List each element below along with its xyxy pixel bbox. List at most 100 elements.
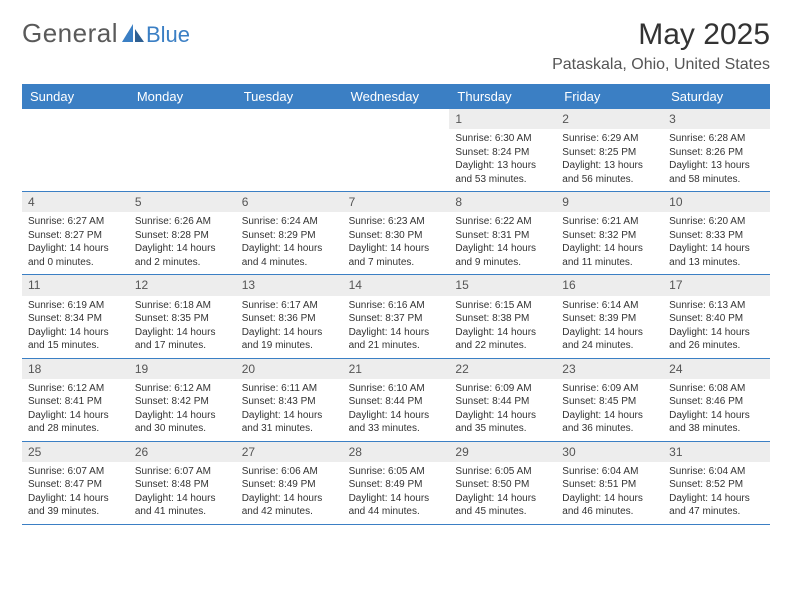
- day-number: 6: [236, 192, 343, 212]
- day-body: Sunrise: 6:23 AMSunset: 8:30 PMDaylight:…: [343, 212, 450, 274]
- sunset-text: Sunset: 8:51 PM: [562, 478, 657, 492]
- month-title: May 2025: [552, 18, 770, 52]
- sunset-text: Sunset: 8:47 PM: [28, 478, 123, 492]
- day-cell: 24Sunrise: 6:08 AMSunset: 8:46 PMDayligh…: [663, 359, 770, 441]
- sunset-text: Sunset: 8:42 PM: [135, 395, 230, 409]
- day-cell: 21Sunrise: 6:10 AMSunset: 8:44 PMDayligh…: [343, 359, 450, 441]
- day-number: 31: [663, 442, 770, 462]
- day-body: Sunrise: 6:13 AMSunset: 8:40 PMDaylight:…: [663, 296, 770, 358]
- daylight-text: Daylight: 13 hours and 58 minutes.: [669, 159, 764, 186]
- sunrise-text: Sunrise: 6:16 AM: [349, 299, 444, 313]
- day-cell: 3Sunrise: 6:28 AMSunset: 8:26 PMDaylight…: [663, 109, 770, 191]
- day-cell: 12Sunrise: 6:18 AMSunset: 8:35 PMDayligh…: [129, 275, 236, 357]
- day-cell: [343, 109, 450, 191]
- sunset-text: Sunset: 8:25 PM: [562, 146, 657, 160]
- day-cell: 14Sunrise: 6:16 AMSunset: 8:37 PMDayligh…: [343, 275, 450, 357]
- day-body: Sunrise: 6:08 AMSunset: 8:46 PMDaylight:…: [663, 379, 770, 441]
- daylight-text: Daylight: 14 hours and 28 minutes.: [28, 409, 123, 436]
- day-cell: 4Sunrise: 6:27 AMSunset: 8:27 PMDaylight…: [22, 192, 129, 274]
- sunrise-text: Sunrise: 6:09 AM: [455, 382, 550, 396]
- day-header: Monday: [129, 84, 236, 109]
- sunrise-text: Sunrise: 6:10 AM: [349, 382, 444, 396]
- daylight-text: Daylight: 14 hours and 0 minutes.: [28, 242, 123, 269]
- day-number: 21: [343, 359, 450, 379]
- day-cell: 20Sunrise: 6:11 AMSunset: 8:43 PMDayligh…: [236, 359, 343, 441]
- week-row: 25Sunrise: 6:07 AMSunset: 8:47 PMDayligh…: [22, 442, 770, 525]
- sunrise-text: Sunrise: 6:17 AM: [242, 299, 337, 313]
- daylight-text: Daylight: 14 hours and 11 minutes.: [562, 242, 657, 269]
- day-cell: 26Sunrise: 6:07 AMSunset: 8:48 PMDayligh…: [129, 442, 236, 524]
- sunset-text: Sunset: 8:36 PM: [242, 312, 337, 326]
- day-cell: 1Sunrise: 6:30 AMSunset: 8:24 PMDaylight…: [449, 109, 556, 191]
- day-cell: 5Sunrise: 6:26 AMSunset: 8:28 PMDaylight…: [129, 192, 236, 274]
- day-number: 14: [343, 275, 450, 295]
- day-cell: [22, 109, 129, 191]
- day-cell: 13Sunrise: 6:17 AMSunset: 8:36 PMDayligh…: [236, 275, 343, 357]
- day-cell: 11Sunrise: 6:19 AMSunset: 8:34 PMDayligh…: [22, 275, 129, 357]
- day-number: 5: [129, 192, 236, 212]
- daylight-text: Daylight: 14 hours and 44 minutes.: [349, 492, 444, 519]
- day-body: Sunrise: 6:19 AMSunset: 8:34 PMDaylight:…: [22, 296, 129, 358]
- daylight-text: Daylight: 14 hours and 4 minutes.: [242, 242, 337, 269]
- day-cell: 19Sunrise: 6:12 AMSunset: 8:42 PMDayligh…: [129, 359, 236, 441]
- day-headers-row: Sunday Monday Tuesday Wednesday Thursday…: [22, 84, 770, 109]
- sunrise-text: Sunrise: 6:07 AM: [135, 465, 230, 479]
- day-body: Sunrise: 6:07 AMSunset: 8:47 PMDaylight:…: [22, 462, 129, 524]
- logo-text-blue: Blue: [146, 22, 190, 48]
- day-number: 24: [663, 359, 770, 379]
- sunrise-text: Sunrise: 6:23 AM: [349, 215, 444, 229]
- day-cell: 6Sunrise: 6:24 AMSunset: 8:29 PMDaylight…: [236, 192, 343, 274]
- sunset-text: Sunset: 8:35 PM: [135, 312, 230, 326]
- day-number: 28: [343, 442, 450, 462]
- week-row: 4Sunrise: 6:27 AMSunset: 8:27 PMDaylight…: [22, 192, 770, 275]
- sunset-text: Sunset: 8:26 PM: [669, 146, 764, 160]
- week-row: 18Sunrise: 6:12 AMSunset: 8:41 PMDayligh…: [22, 359, 770, 442]
- logo-text-general: General: [22, 18, 118, 49]
- sunrise-text: Sunrise: 6:29 AM: [562, 132, 657, 146]
- sunrise-text: Sunrise: 6:07 AM: [28, 465, 123, 479]
- daylight-text: Daylight: 14 hours and 31 minutes.: [242, 409, 337, 436]
- sunset-text: Sunset: 8:30 PM: [349, 229, 444, 243]
- daylight-text: Daylight: 14 hours and 47 minutes.: [669, 492, 764, 519]
- header: General Blue May 2025 Pataskala, Ohio, U…: [22, 18, 770, 74]
- sunrise-text: Sunrise: 6:21 AM: [562, 215, 657, 229]
- day-cell: [236, 109, 343, 191]
- day-cell: 9Sunrise: 6:21 AMSunset: 8:32 PMDaylight…: [556, 192, 663, 274]
- daylight-text: Daylight: 14 hours and 45 minutes.: [455, 492, 550, 519]
- day-header: Tuesday: [236, 84, 343, 109]
- day-body: Sunrise: 6:04 AMSunset: 8:51 PMDaylight:…: [556, 462, 663, 524]
- day-number: 23: [556, 359, 663, 379]
- sunset-text: Sunset: 8:43 PM: [242, 395, 337, 409]
- day-header: Sunday: [22, 84, 129, 109]
- day-body: Sunrise: 6:09 AMSunset: 8:45 PMDaylight:…: [556, 379, 663, 441]
- sunset-text: Sunset: 8:34 PM: [28, 312, 123, 326]
- sunset-text: Sunset: 8:50 PM: [455, 478, 550, 492]
- sunset-text: Sunset: 8:33 PM: [669, 229, 764, 243]
- sunrise-text: Sunrise: 6:11 AM: [242, 382, 337, 396]
- daylight-text: Daylight: 14 hours and 33 minutes.: [349, 409, 444, 436]
- sunset-text: Sunset: 8:52 PM: [669, 478, 764, 492]
- day-number: 1: [449, 109, 556, 129]
- day-number: 8: [449, 192, 556, 212]
- sunrise-text: Sunrise: 6:04 AM: [562, 465, 657, 479]
- day-cell: 31Sunrise: 6:04 AMSunset: 8:52 PMDayligh…: [663, 442, 770, 524]
- week-row: 1Sunrise: 6:30 AMSunset: 8:24 PMDaylight…: [22, 109, 770, 192]
- daylight-text: Daylight: 14 hours and 26 minutes.: [669, 326, 764, 353]
- day-number: 13: [236, 275, 343, 295]
- sunrise-text: Sunrise: 6:14 AM: [562, 299, 657, 313]
- sunset-text: Sunset: 8:39 PM: [562, 312, 657, 326]
- sunrise-text: Sunrise: 6:05 AM: [455, 465, 550, 479]
- daylight-text: Daylight: 14 hours and 41 minutes.: [135, 492, 230, 519]
- sunset-text: Sunset: 8:41 PM: [28, 395, 123, 409]
- calendar: Sunday Monday Tuesday Wednesday Thursday…: [22, 84, 770, 525]
- sunrise-text: Sunrise: 6:13 AM: [669, 299, 764, 313]
- sunrise-text: Sunrise: 6:05 AM: [349, 465, 444, 479]
- day-number: 12: [129, 275, 236, 295]
- day-number: 3: [663, 109, 770, 129]
- sunrise-text: Sunrise: 6:24 AM: [242, 215, 337, 229]
- day-number: 27: [236, 442, 343, 462]
- day-number: 26: [129, 442, 236, 462]
- day-body: Sunrise: 6:26 AMSunset: 8:28 PMDaylight:…: [129, 212, 236, 274]
- day-body: Sunrise: 6:20 AMSunset: 8:33 PMDaylight:…: [663, 212, 770, 274]
- sunset-text: Sunset: 8:31 PM: [455, 229, 550, 243]
